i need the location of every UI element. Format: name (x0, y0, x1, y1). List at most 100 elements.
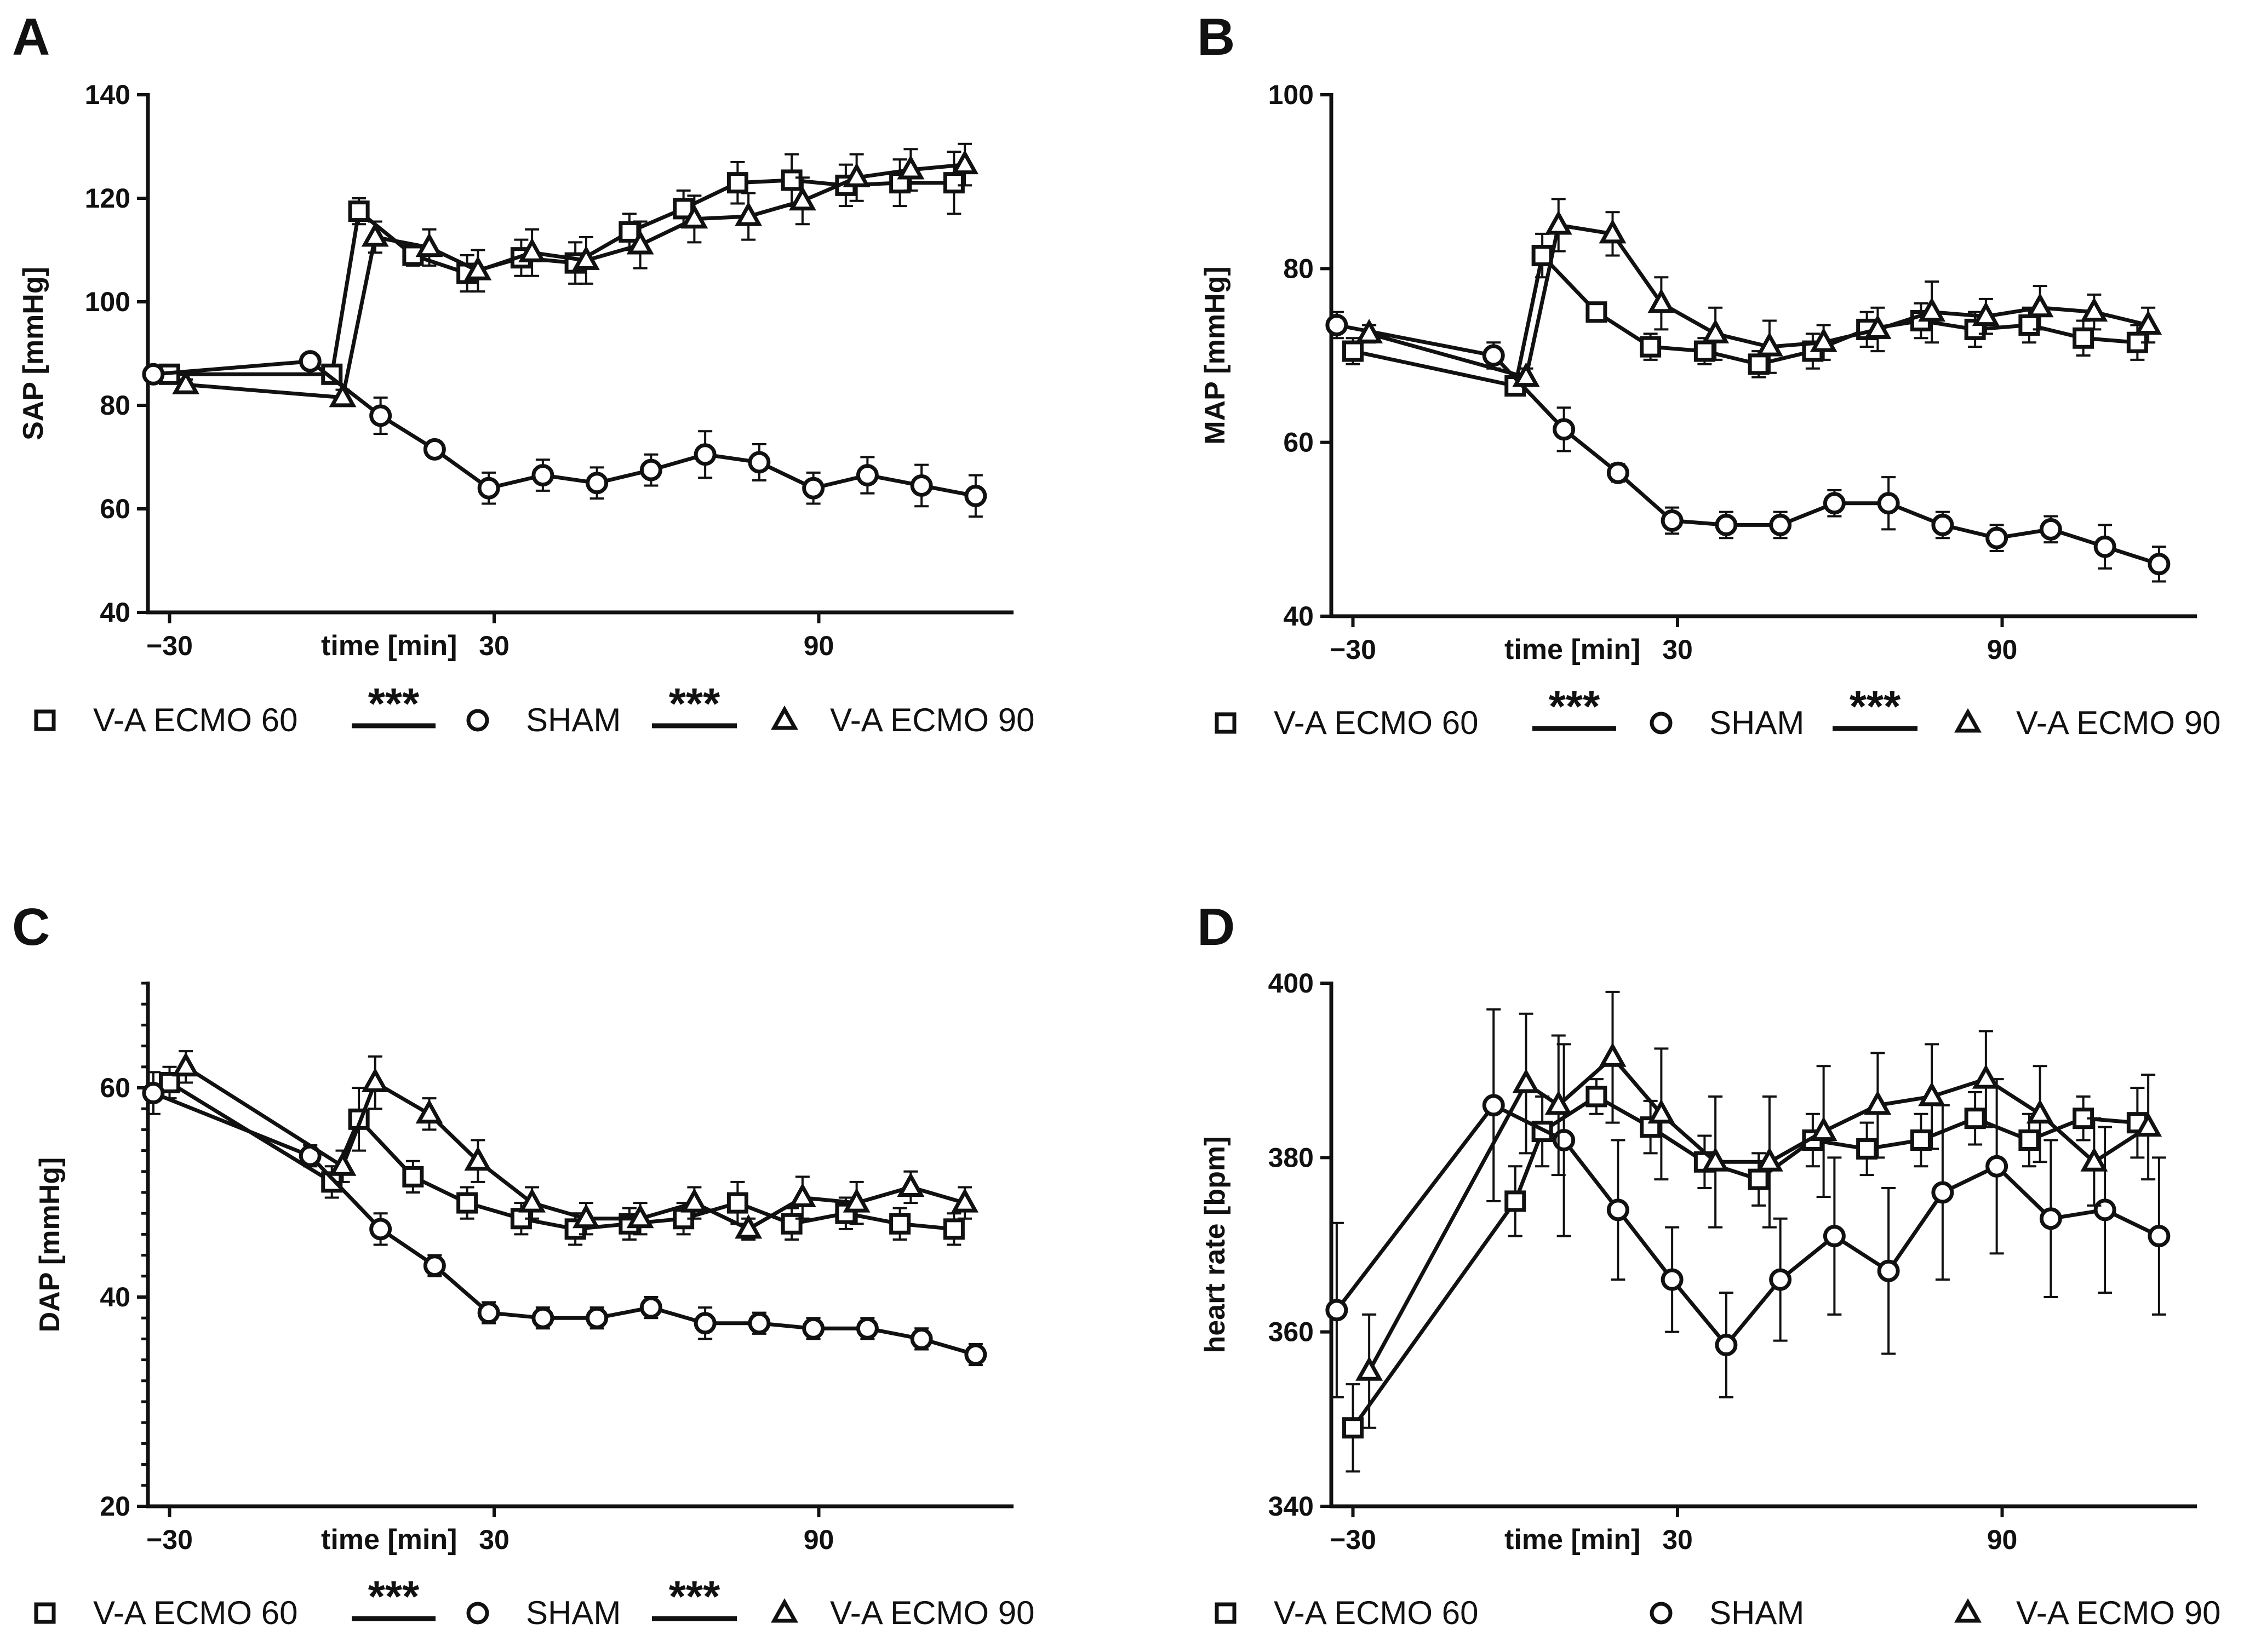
data-point (1544, 1090, 1572, 1115)
data-point (619, 221, 640, 243)
significance-stars: *** (1549, 682, 1600, 731)
legend-label: SHAM (526, 702, 621, 738)
significance-stars: *** (368, 1572, 420, 1621)
data-point (964, 1343, 987, 1366)
data-point (639, 458, 662, 481)
data-point (843, 1188, 871, 1213)
data-point (1661, 1268, 1684, 1291)
data-point (843, 163, 871, 187)
data-point (1325, 313, 1348, 336)
data-point (1810, 328, 1838, 352)
circle-legend-icon (466, 1602, 489, 1625)
data-point (1964, 1108, 1986, 1129)
data-point (477, 1301, 500, 1324)
panel-c: C 20 40 60 −30 30 90 time [min] DAP [mmHg] V-A EC… (12, 898, 1034, 1631)
circle-legend-icon (466, 709, 489, 732)
legend-label: SHAM (1709, 1594, 1804, 1631)
data-point (1931, 1181, 1954, 1204)
data-point (464, 1146, 492, 1171)
data-point (735, 1214, 763, 1239)
data-point (1504, 1190, 1526, 1212)
triangle-legend-icon (1954, 708, 1982, 733)
x-tick-label: 30 (1662, 634, 1693, 665)
y-tick-label: 400 (1268, 968, 1314, 999)
series-line (153, 359, 976, 498)
x-tick-label: −30 (146, 630, 193, 661)
significance-stars: *** (669, 1572, 720, 1621)
x-axis-title: time [min] (321, 630, 457, 662)
legend-label: V-A ECMO 60 (1274, 704, 1478, 741)
legend-label: V-A ECMO 90 (830, 702, 1034, 738)
data-point (2148, 1225, 2171, 1248)
series-line (1335, 1103, 2160, 1347)
data-point (586, 1306, 609, 1329)
data-point (1544, 210, 1572, 235)
legend-label: SHAM (526, 1594, 621, 1631)
data-point (2073, 327, 2094, 349)
circle-legend-icon (1650, 1602, 1673, 1625)
data-point (1342, 1417, 1364, 1439)
data-point (2026, 1099, 2054, 1124)
data-point (802, 477, 825, 500)
data-point (402, 1166, 424, 1188)
y-axis-title: DAP [mmHg] (34, 1157, 66, 1333)
square-legend-icon (34, 1602, 56, 1624)
data-point (299, 350, 322, 373)
data-point (964, 484, 987, 507)
data-point (2093, 1198, 2116, 1221)
x-axis-title: time [min] (1504, 1524, 1640, 1556)
y-tick-label: 100 (85, 286, 130, 317)
series-square (159, 1065, 965, 1246)
y-axis-title: MAP [mmHg] (1199, 266, 1231, 444)
data-point (1985, 526, 2008, 549)
series-square (1342, 232, 2148, 397)
data-point (626, 1203, 654, 1229)
series-triangle (1355, 990, 2162, 1429)
data-point (1715, 513, 1738, 536)
y-tick-label: 340 (1268, 1491, 1314, 1522)
series-circle (142, 350, 987, 518)
x-tick-label: 90 (804, 630, 834, 661)
data-point (2039, 518, 2062, 541)
data-point (329, 1151, 357, 1176)
data-point (1810, 1116, 1838, 1142)
data-point (1823, 492, 1846, 515)
data-point (1748, 1168, 1770, 1190)
data-point (1877, 1259, 1900, 1282)
x-tick-label: 30 (479, 630, 510, 661)
y-axis-title: heart rate [bpm] (1199, 1137, 1231, 1353)
series-square (159, 150, 965, 385)
data-point (1599, 219, 1627, 244)
y-tick-label: 80 (100, 390, 130, 421)
data-point (415, 1099, 443, 1124)
x-tick-label: 90 (804, 1524, 834, 1555)
data-point (1856, 1138, 1878, 1160)
data-point (951, 150, 979, 175)
data-point (1864, 1090, 1892, 1115)
panel-letter: D (1197, 898, 1235, 956)
data-point (748, 451, 771, 474)
data-point (1325, 1299, 1348, 1322)
y-tick-label: 60 (100, 1072, 130, 1103)
legend-label: V-A ECMO 60 (93, 1594, 297, 1631)
data-point (943, 172, 965, 194)
data-point (2080, 1147, 2108, 1172)
data-point (1482, 1094, 1505, 1117)
data-point (2134, 310, 2162, 335)
x-axis-title: time [min] (1504, 634, 1640, 666)
data-point (639, 1296, 662, 1319)
data-point (802, 1317, 825, 1340)
panel-d: D 340 360 380 400 −30 30 90 time [min] heart rate… (1197, 898, 2220, 1631)
triangle-legend-icon (1954, 1598, 1982, 1623)
data-point (1606, 461, 1629, 484)
data-point (2148, 553, 2171, 576)
data-point (788, 1183, 816, 1208)
data-point (1482, 344, 1505, 367)
data-point (572, 1203, 600, 1229)
data-point (856, 1317, 879, 1340)
series-circle (142, 1071, 987, 1367)
x-tick-label: 30 (479, 1524, 510, 1555)
data-point (2039, 1207, 2062, 1230)
data-point (586, 472, 609, 495)
data-point (329, 382, 357, 408)
